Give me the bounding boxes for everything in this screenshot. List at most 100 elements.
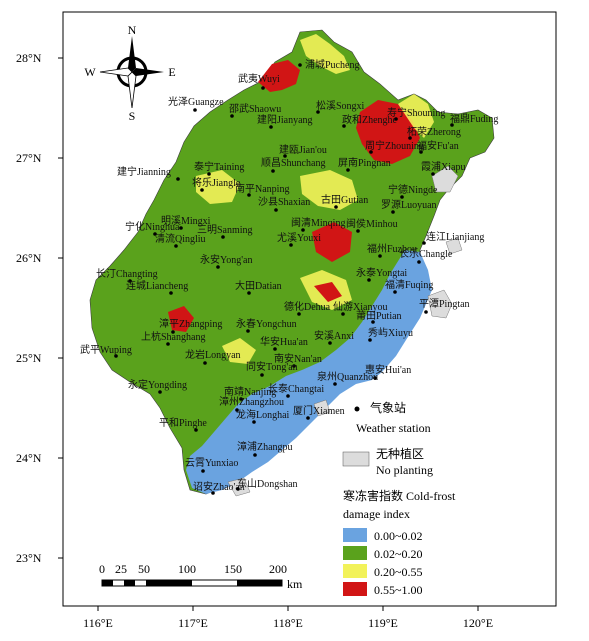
station-dot — [252, 420, 256, 424]
station-dot — [400, 195, 404, 199]
station-label: 明溪Mingxi — [161, 215, 211, 227]
compass-rose-icon: N S W E — [84, 23, 175, 123]
station-dot — [431, 172, 435, 176]
high-index-red-dehua — [314, 282, 342, 302]
station-label: 建瓯Jian'ou — [279, 143, 327, 156]
station-label: 永安Yong'an — [200, 253, 252, 266]
station-dot — [283, 154, 287, 158]
station-label: 清流Qingliu — [155, 232, 206, 245]
no-planting-lianjiang — [445, 237, 463, 255]
legend-swatch-2 — [343, 564, 367, 578]
station-dot — [393, 290, 397, 294]
station-label: 将乐Jiangle — [192, 177, 241, 189]
station-dot — [174, 244, 178, 248]
station-dot — [298, 63, 302, 67]
station-label: 南靖Nanjing — [224, 385, 276, 398]
scale-50: 50 — [138, 562, 150, 576]
station-label: 龙海Longhai — [236, 408, 290, 421]
station-dot — [260, 373, 264, 377]
lon-label-116: 116°E — [83, 616, 113, 630]
station-label: 长汀Changting — [96, 268, 158, 280]
station-dot — [328, 341, 332, 345]
station-dot — [273, 347, 277, 351]
scale-150: 150 — [224, 562, 242, 576]
compass-s: S — [129, 109, 136, 123]
no-planting-xiamen — [313, 399, 331, 417]
legend-noplant-en: No planting — [376, 463, 433, 477]
station-dot — [367, 278, 371, 282]
station-dot — [356, 229, 360, 233]
station-dot — [114, 354, 118, 358]
scale-100: 100 — [178, 562, 196, 576]
station-label: 建阳Jianyang — [257, 113, 313, 126]
station-dot — [246, 329, 250, 333]
station-dot — [239, 397, 243, 401]
station-label: 龙岩Longyan — [185, 348, 241, 361]
station-label: 诏安Zhao'an — [193, 480, 245, 493]
station-dot — [422, 241, 426, 245]
station-label: 寿宁Shouning — [387, 106, 445, 119]
station-dot — [158, 390, 162, 394]
station-dot — [368, 338, 372, 342]
station-label: 三明Sanming — [197, 224, 253, 236]
legend-class-0: 0.00~0.02 — [374, 529, 423, 543]
station-label: 漳平Zhangping — [159, 317, 222, 330]
station-dot — [301, 228, 305, 232]
station-dot — [207, 172, 211, 176]
station-label: 东山Dongshan — [237, 477, 298, 490]
station-dot — [171, 330, 175, 334]
station-label: 松溪Songxi — [316, 99, 365, 112]
lat-ticks — [58, 57, 63, 559]
station-label: 霞浦Xiapu — [421, 160, 465, 173]
legend-station-en: Weather station — [356, 421, 431, 435]
legend-class-3: 0.55~1.00 — [374, 583, 423, 597]
lat-label-25: 25°N — [16, 351, 42, 365]
station-label: 厦门Xiamen — [293, 404, 345, 417]
station-dot — [274, 208, 278, 212]
station-label: 仙游Xianyou — [333, 300, 387, 313]
station-label: 永春Yongchun — [236, 317, 297, 330]
station-label: 泰宁Taining — [194, 160, 244, 173]
scale-unit: km — [287, 577, 303, 591]
station-label: 闽侯Minhou — [346, 217, 398, 230]
station-dot — [394, 117, 398, 121]
station-label: 沙县Shaxian — [258, 196, 310, 208]
legend-swatch-1 — [343, 546, 367, 560]
station-label: 建宁Jianning — [117, 165, 171, 178]
station-label: 邵武Shaowu — [229, 102, 281, 115]
station-label: 浦城Pucheng — [305, 58, 359, 71]
scale-bar: 0 25 50 100 150 200 km — [99, 562, 303, 591]
scale-25: 25 — [115, 562, 127, 576]
station-dot — [408, 136, 412, 140]
station-label: 德化Dehua — [284, 300, 331, 313]
legend-station-cn: 气象站 — [370, 400, 406, 415]
station-dot — [378, 254, 382, 258]
station-label: 福安Fu'an — [417, 139, 459, 152]
station-label: 平潭Pingtan — [419, 298, 470, 310]
compass-w: W — [84, 65, 96, 79]
lat-label-27: 27°N — [16, 151, 42, 165]
station-dot — [203, 361, 207, 365]
station-dot — [346, 168, 350, 172]
station-dot — [201, 469, 205, 473]
station-label: 福清Fuqing — [385, 278, 433, 291]
station-label: 长泰Changtai — [268, 382, 324, 395]
lon-ticks — [97, 606, 479, 611]
station-dot — [166, 342, 170, 346]
station-label: 安溪Anxi — [314, 329, 354, 342]
station-label: 漳浦Zhangpu — [237, 440, 293, 453]
high-index-red-northeast — [356, 100, 420, 164]
station-dot — [424, 310, 428, 314]
station-dot — [216, 265, 220, 269]
station-label: 福鼎Fuding — [450, 112, 498, 125]
coastal-blue-class — [186, 250, 432, 494]
station-dot — [194, 428, 198, 432]
station-dot — [230, 114, 234, 118]
station-dot — [153, 232, 157, 236]
station-dot — [286, 394, 290, 398]
station-dot — [341, 312, 345, 316]
station-dot — [292, 364, 296, 368]
legend-title-1: 寒冻害指数 Cold-frost — [343, 488, 456, 503]
high-index-yellow-central — [300, 170, 358, 210]
